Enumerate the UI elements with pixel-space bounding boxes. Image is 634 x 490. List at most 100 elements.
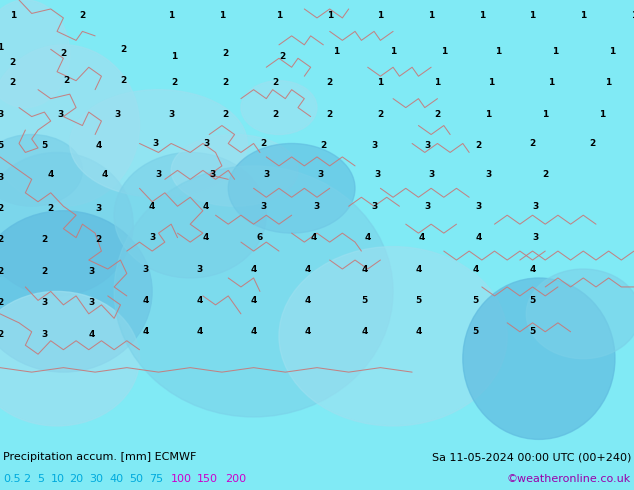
Text: 2: 2 xyxy=(48,204,54,213)
Text: 3: 3 xyxy=(314,202,320,211)
Text: 4: 4 xyxy=(365,233,371,242)
Text: 2: 2 xyxy=(120,76,127,85)
Text: 4: 4 xyxy=(203,233,209,242)
Text: 3: 3 xyxy=(0,110,3,119)
Text: 4: 4 xyxy=(101,171,108,179)
Text: 3: 3 xyxy=(41,329,48,339)
Text: 4: 4 xyxy=(48,171,54,179)
Text: 2: 2 xyxy=(327,110,333,119)
Text: 5: 5 xyxy=(37,474,44,484)
Text: 2: 2 xyxy=(273,110,279,119)
Text: 3: 3 xyxy=(152,139,158,148)
Text: 1: 1 xyxy=(580,11,586,20)
Ellipse shape xyxy=(241,81,317,135)
Text: 4: 4 xyxy=(95,141,101,150)
Ellipse shape xyxy=(526,269,634,359)
Text: 2: 2 xyxy=(120,45,127,54)
Text: 1: 1 xyxy=(10,11,16,20)
Text: 4: 4 xyxy=(415,265,422,273)
Text: Precipitation accum. [mm] ECMWF: Precipitation accum. [mm] ECMWF xyxy=(3,452,197,463)
Text: 2: 2 xyxy=(529,139,536,148)
Text: 1: 1 xyxy=(219,11,225,20)
Text: 75: 75 xyxy=(149,474,163,484)
Text: 4: 4 xyxy=(89,329,95,339)
Text: 2: 2 xyxy=(0,267,3,276)
Text: 1: 1 xyxy=(428,11,434,20)
Text: 4: 4 xyxy=(304,265,311,273)
Text: 1: 1 xyxy=(605,78,612,87)
Text: 2: 2 xyxy=(79,11,86,20)
Text: 1: 1 xyxy=(333,47,339,56)
Text: 4: 4 xyxy=(311,233,317,242)
Text: ©weatheronline.co.uk: ©weatheronline.co.uk xyxy=(507,474,631,484)
Text: 4: 4 xyxy=(203,202,209,211)
Text: 4: 4 xyxy=(472,265,479,273)
Text: 4: 4 xyxy=(361,327,368,336)
Text: 2: 2 xyxy=(222,49,228,58)
Text: 1: 1 xyxy=(276,11,282,20)
Text: 2: 2 xyxy=(434,110,441,119)
Text: 3: 3 xyxy=(263,171,269,179)
Text: 2: 2 xyxy=(10,58,16,67)
Text: 4: 4 xyxy=(197,327,203,336)
Text: 4: 4 xyxy=(476,233,482,242)
Text: 0.5: 0.5 xyxy=(3,474,21,484)
Text: 5: 5 xyxy=(0,141,3,150)
Text: 4: 4 xyxy=(250,327,257,336)
Text: 5: 5 xyxy=(472,296,479,305)
Text: 3: 3 xyxy=(143,265,149,273)
Text: 2: 2 xyxy=(23,474,30,484)
Text: 10: 10 xyxy=(51,474,65,484)
Text: 1: 1 xyxy=(542,110,548,119)
Text: 3: 3 xyxy=(374,171,380,179)
Text: 4: 4 xyxy=(149,202,155,211)
Text: 2: 2 xyxy=(377,110,384,119)
Ellipse shape xyxy=(228,144,355,233)
Text: 4: 4 xyxy=(415,327,422,336)
Text: 2: 2 xyxy=(222,78,228,87)
Ellipse shape xyxy=(279,246,507,426)
Text: 4: 4 xyxy=(250,296,257,305)
Text: 2: 2 xyxy=(41,235,48,245)
Text: 100: 100 xyxy=(171,474,192,484)
Text: 1: 1 xyxy=(377,11,384,20)
Text: 2: 2 xyxy=(0,329,3,339)
Text: 1: 1 xyxy=(327,11,333,20)
Text: 1: 1 xyxy=(488,78,495,87)
Text: 4: 4 xyxy=(143,327,149,336)
Text: 2: 2 xyxy=(320,141,327,150)
Text: 2: 2 xyxy=(260,139,266,148)
Text: 1: 1 xyxy=(441,47,447,56)
Text: 2: 2 xyxy=(590,139,596,148)
Text: 4: 4 xyxy=(361,265,368,273)
Text: 2: 2 xyxy=(327,78,333,87)
Text: 3: 3 xyxy=(89,298,95,307)
Text: 3: 3 xyxy=(533,202,539,211)
Text: 3: 3 xyxy=(476,202,482,211)
Text: 3: 3 xyxy=(197,265,203,273)
Text: 3: 3 xyxy=(149,233,155,242)
Text: 1: 1 xyxy=(390,47,396,56)
Text: 3: 3 xyxy=(485,171,491,179)
Text: 5: 5 xyxy=(529,327,536,336)
Text: 2: 2 xyxy=(171,78,178,87)
Text: 1: 1 xyxy=(171,51,178,61)
Text: 3: 3 xyxy=(0,172,3,182)
Text: 1: 1 xyxy=(552,47,558,56)
Text: 2: 2 xyxy=(95,235,101,245)
Text: 2: 2 xyxy=(476,141,482,150)
Text: 50: 50 xyxy=(129,474,143,484)
Text: 3: 3 xyxy=(371,141,377,150)
Text: 40: 40 xyxy=(109,474,123,484)
Text: 1: 1 xyxy=(548,78,555,87)
Text: 1: 1 xyxy=(599,110,605,119)
Ellipse shape xyxy=(114,166,393,417)
Ellipse shape xyxy=(0,45,139,206)
Text: 3: 3 xyxy=(155,171,162,179)
Text: 3: 3 xyxy=(371,202,377,211)
Text: 5: 5 xyxy=(361,296,368,305)
Text: 4: 4 xyxy=(250,265,257,273)
Text: 3: 3 xyxy=(168,110,174,119)
Ellipse shape xyxy=(70,90,247,197)
Text: Sa 11-05-2024 00:00 UTC (00+240): Sa 11-05-2024 00:00 UTC (00+240) xyxy=(432,452,631,463)
